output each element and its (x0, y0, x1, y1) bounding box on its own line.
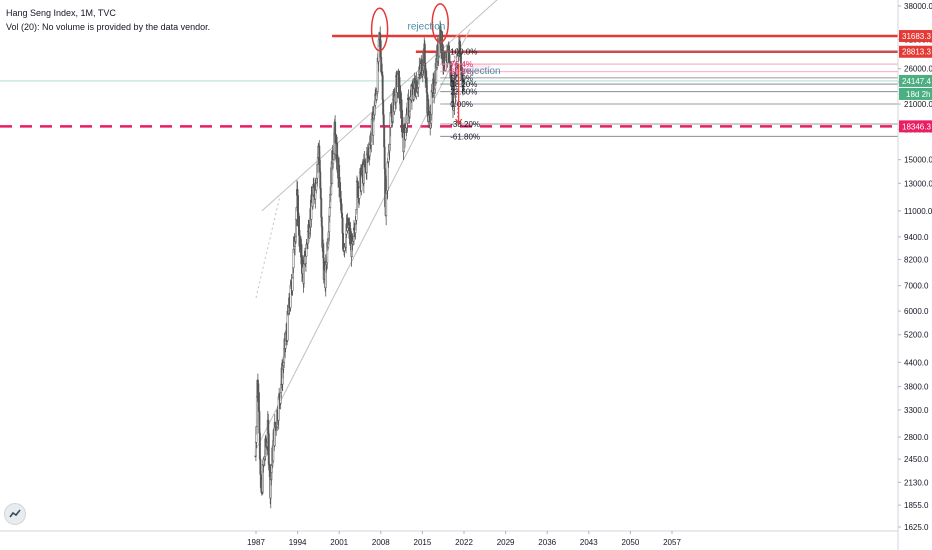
price-tick-label: 8200.0 (904, 255, 929, 264)
fib-level-label: -38.20% (450, 120, 480, 129)
fib-level-label: 23.60% (450, 88, 477, 97)
chart-legend: Hang Seng Index, 1M, TVC Vol (20): No vo… (6, 6, 210, 34)
candle-body (328, 207, 331, 217)
candle-body (386, 161, 389, 192)
price-tag-dashed-support (899, 120, 932, 133)
price-tick-label: 3800.0 (904, 383, 929, 392)
time-tick-label: 2029 (497, 538, 515, 547)
fib-level-label: 100.0% (450, 48, 477, 57)
rejection-annotation: rejection (408, 21, 446, 32)
channel-upper-line (261, 0, 498, 212)
candle-body (302, 263, 305, 284)
price-tag-last (899, 74, 932, 87)
candle-body (258, 432, 261, 460)
price-tick-label: 26000.0 (904, 65, 932, 74)
candle-body (381, 75, 384, 101)
price-tag-top-resistance-text: 31683.3 (902, 32, 931, 41)
candle-body (319, 188, 322, 199)
candle-body (403, 124, 406, 134)
rejection-annotation: rejection (463, 66, 501, 77)
candle-body (267, 433, 270, 465)
fib-trend-line (453, 51, 459, 125)
candle-body (315, 182, 318, 191)
target-arrow-head-icon (455, 118, 463, 126)
candle-body (277, 396, 280, 421)
price-tick-label: 1855.0 (904, 501, 929, 510)
price-tick-label: 13000.0 (904, 179, 932, 188)
symbol-title[interactable]: Hang Seng Index, 1M, TVC (6, 8, 116, 18)
fib-level-label: 76.4% (450, 60, 473, 69)
time-tick-label: 2036 (538, 538, 556, 547)
price-tick-label: 2450.0 (904, 455, 929, 464)
time-tick-label: 1987 (247, 538, 265, 547)
price-tick-label: 38000.0 (904, 2, 932, 11)
price-tick-label: 5200.0 (904, 331, 929, 340)
price-tag-dashed-support-text: 18346.3 (902, 122, 931, 131)
price-tick-label: 2800.0 (904, 433, 929, 442)
highlight-ellipse (431, 3, 449, 44)
candle-body (462, 78, 465, 92)
candle-body (304, 255, 307, 264)
annotations[interactable]: rejection rejection (370, 3, 501, 77)
price-tags: 31683.3 28813.3 18346.3 24147.4 18d 2h (899, 30, 932, 133)
candle-body (408, 99, 411, 112)
price-tick-label: 7000.0 (904, 282, 929, 291)
highlight-ellipse (370, 7, 389, 52)
price-tag-fib-top-text: 28813.3 (902, 48, 931, 57)
tradingview-logo-icon[interactable] (4, 503, 26, 525)
candle-body (320, 198, 323, 218)
time-tick-label: 2001 (330, 538, 348, 547)
candle-body (385, 192, 388, 216)
price-axis[interactable]: 38000.031000.026000.024000.021000.018000… (897, 0, 932, 550)
time-tick-label: 2008 (372, 538, 390, 547)
price-tick-label: 4400.0 (904, 358, 929, 367)
price-tag-fib-top (899, 45, 932, 58)
time-tick-label: 2050 (622, 538, 640, 547)
time-tick-label: 2022 (455, 538, 473, 547)
countdown-tag (899, 87, 932, 100)
price-tick-label: 2130.0 (904, 478, 929, 487)
candle-body (424, 62, 427, 79)
candles (254, 20, 465, 509)
price-tick-label: 11000.0 (904, 207, 932, 216)
candle-body (311, 194, 314, 207)
candle-body (396, 86, 399, 93)
price-tag-top-resistance (899, 30, 932, 43)
fib-retracement[interactable]: 100.0% 76.4%61.8%50.0%38.20%23.60% 0.00% -3… (440, 48, 898, 142)
fib-level-label: 0.00% (450, 100, 473, 109)
candle-body (404, 132, 407, 140)
time-tick-label: 1994 (289, 538, 307, 547)
price-tick-label: 15000.0 (904, 156, 932, 165)
time-axis[interactable]: 1987 1994 2001 2008 2015 2022 2029 2036 2043 2050… (0, 530, 898, 547)
fib-level-label: 61.8% (450, 68, 473, 77)
channel-mid-line (255, 196, 281, 298)
fib-level-label: 38.20% (450, 80, 477, 89)
price-tick-label: 1625.0 (904, 523, 929, 532)
fib-level-label: -61.80% (450, 132, 480, 141)
candle-body (320, 216, 323, 227)
candle-body (380, 56, 383, 72)
candle-body (291, 277, 294, 291)
volume-note: Vol (20): No volume is provided by the d… (6, 22, 211, 32)
candle-body (360, 175, 363, 192)
candle-body (441, 31, 444, 58)
price-tick-label: 3300.0 (904, 406, 929, 415)
price-tick-label: 21000.0 (904, 100, 932, 109)
time-tick-label: 2057 (663, 538, 681, 547)
time-tick-label: 2015 (414, 538, 432, 547)
price-tick-label: 9400.0 (904, 233, 929, 242)
candle-body (270, 465, 273, 473)
time-tick-label: 2043 (580, 538, 598, 547)
price-tag-last-text: 24147.4 (902, 77, 931, 86)
fib-zone-fill (440, 64, 491, 72)
countdown-tag-text: 18d 2h (906, 90, 930, 99)
candle-body (358, 186, 361, 199)
channel-lower-line (255, 29, 471, 450)
candle-body (342, 233, 345, 250)
price-tick-label: 6000.0 (904, 307, 929, 316)
candle-body (332, 159, 335, 165)
fib-level-label: 50.0% (450, 74, 473, 83)
